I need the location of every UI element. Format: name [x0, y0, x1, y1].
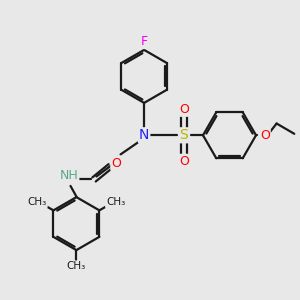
- Text: CH₃: CH₃: [106, 197, 125, 207]
- Text: O: O: [260, 129, 270, 142]
- Text: O: O: [179, 155, 189, 168]
- Text: CH₃: CH₃: [28, 197, 47, 207]
- Text: O: O: [179, 103, 189, 116]
- Text: NH: NH: [60, 169, 78, 182]
- Text: CH₃: CH₃: [67, 261, 86, 271]
- Text: F: F: [140, 35, 148, 48]
- Text: O: O: [111, 157, 121, 170]
- Text: S: S: [179, 128, 188, 142]
- Text: N: N: [139, 128, 149, 142]
